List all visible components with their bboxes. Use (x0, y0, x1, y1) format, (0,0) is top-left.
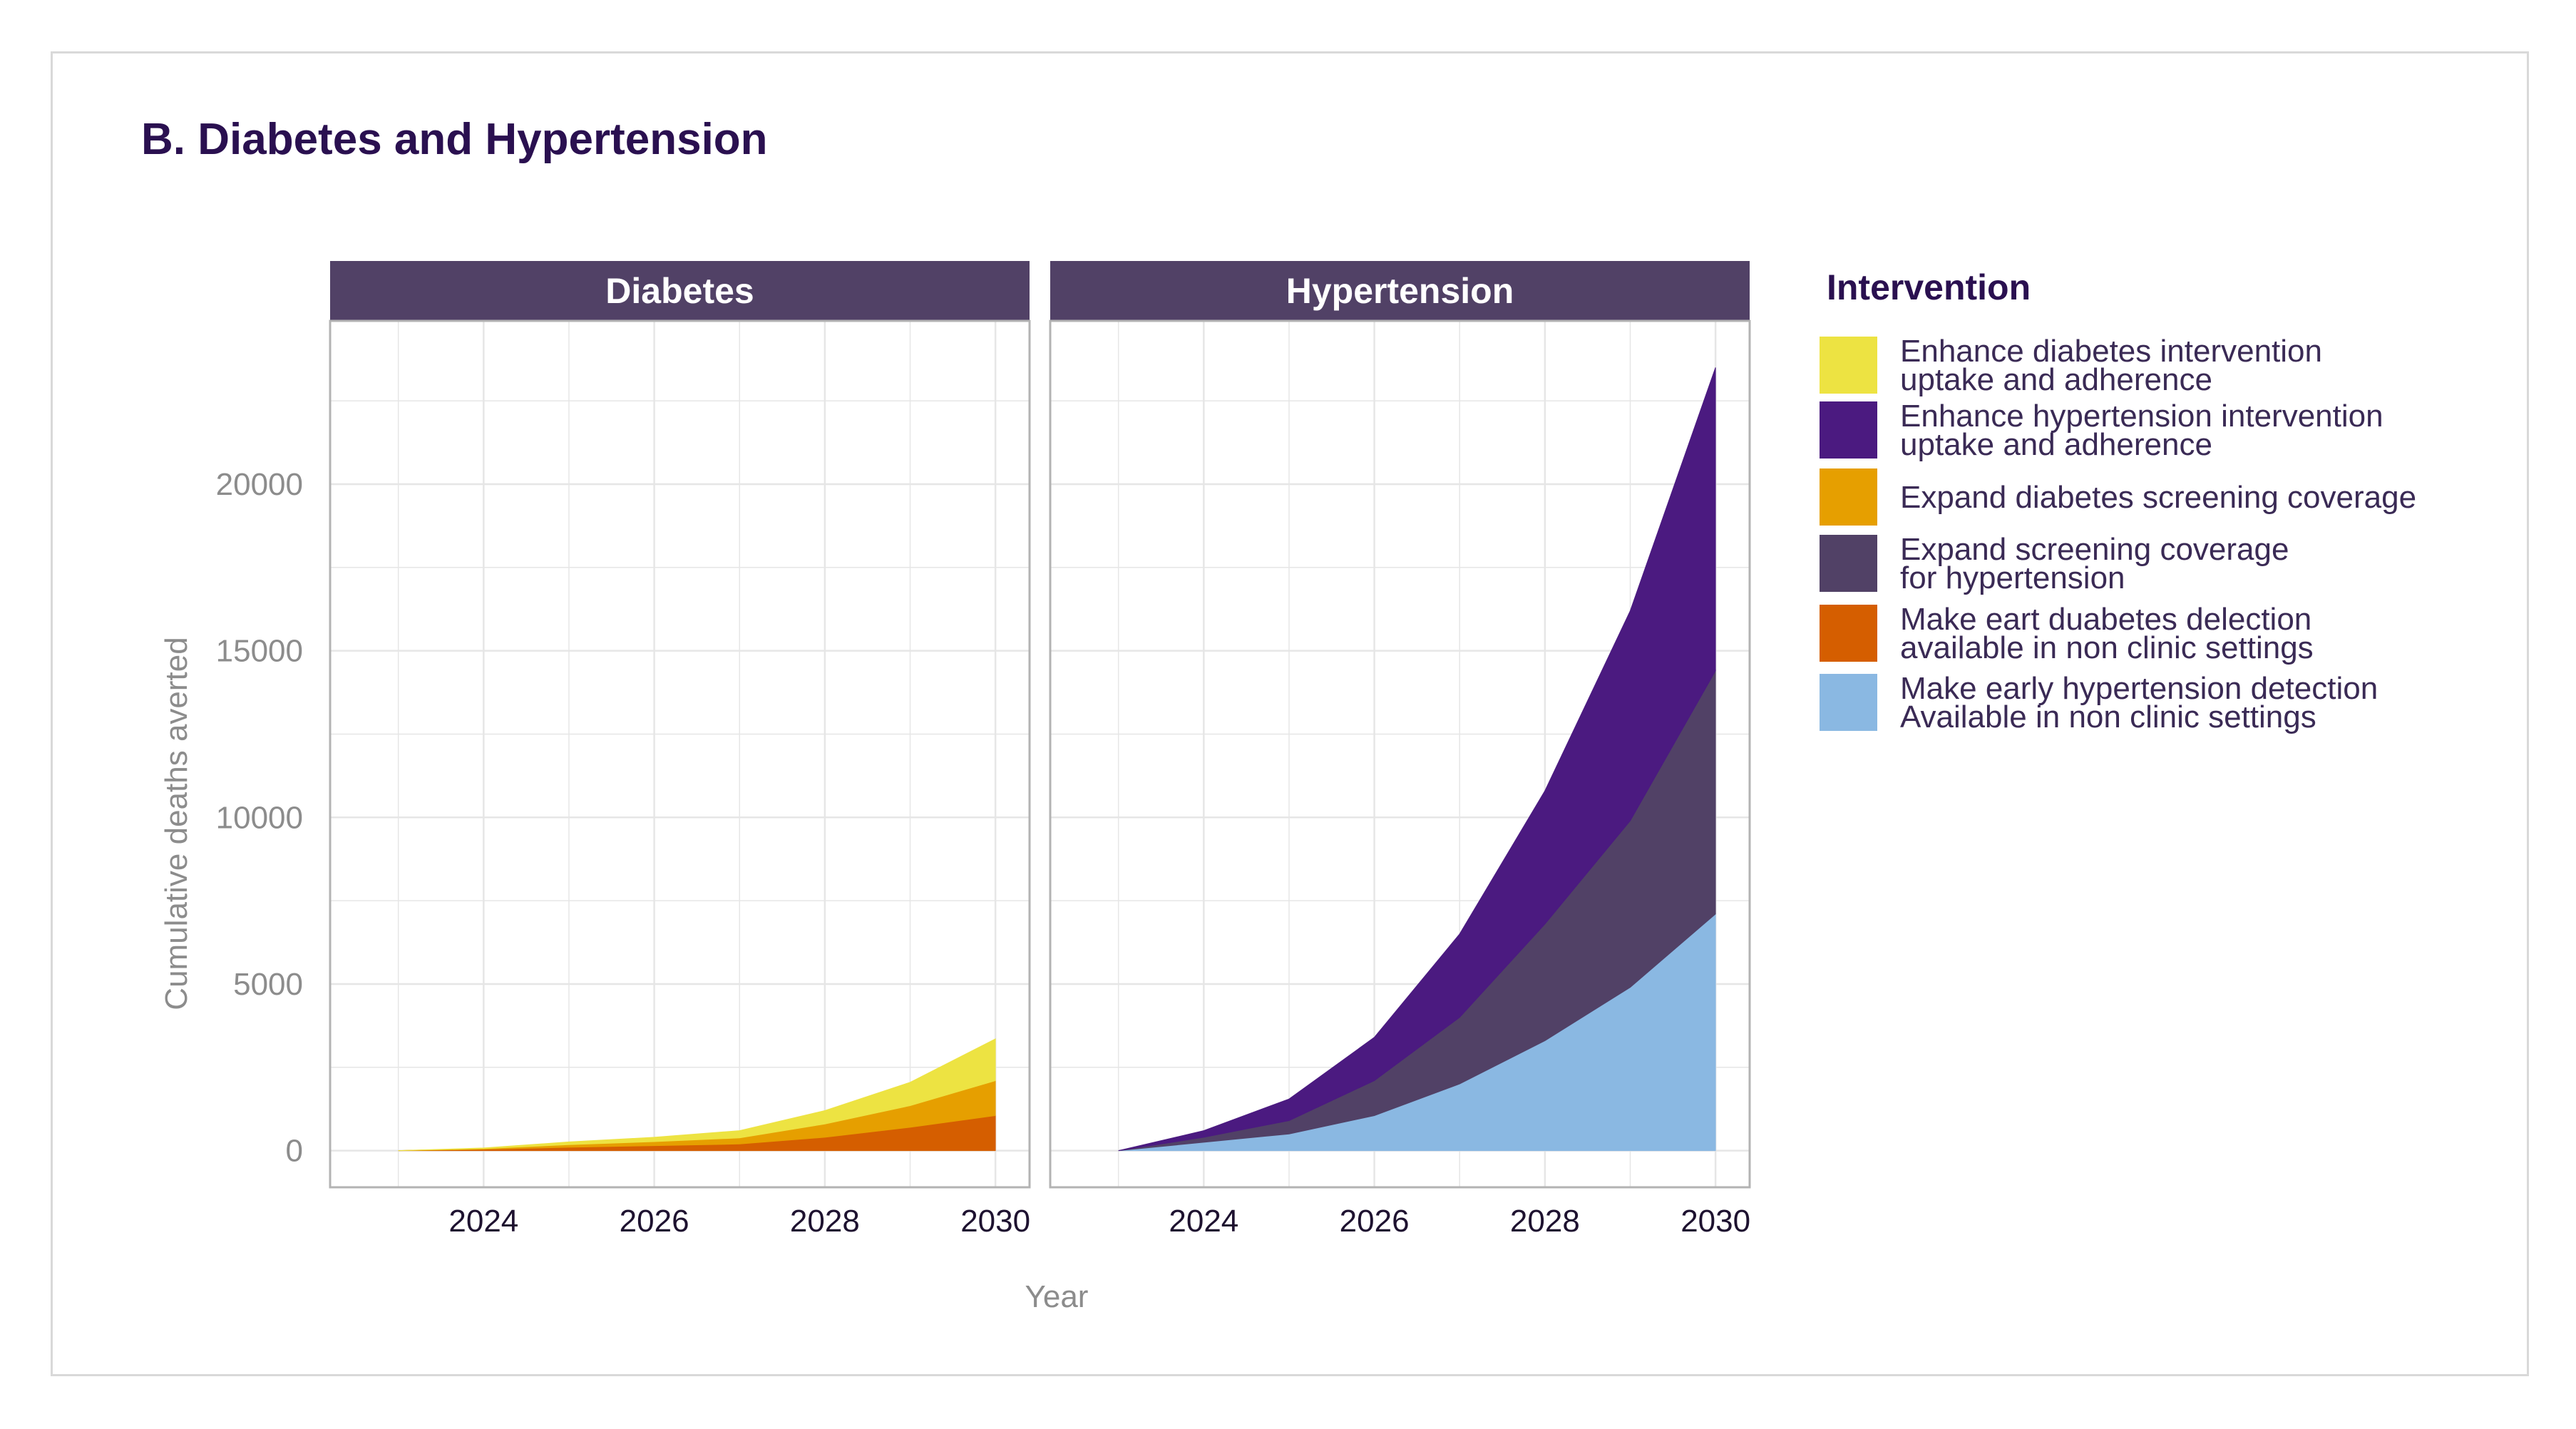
legend-item-htn_nonclinic: Make early hypertension detection Availab… (1820, 671, 2378, 734)
legend-swatch (1820, 468, 1877, 526)
legend-label: Make early hypertension detection Availab… (1900, 671, 2378, 734)
x-tick-label: 2024 (448, 1204, 518, 1239)
y-tick-label: 10000 (216, 800, 303, 835)
legend-swatch (1820, 674, 1877, 731)
legend-swatch (1820, 605, 1877, 662)
area-hypertension-htn_adherence (1118, 367, 1716, 1152)
x-tick-label: 2024 (1169, 1204, 1238, 1239)
panels-layer: Diabetes 2024 2026 2028 2030 Hypertension 2024… (216, 261, 1751, 1239)
panel-label-hypertension: Hypertension (1286, 271, 1514, 311)
gridlines-diabetes (330, 321, 1030, 1187)
legend-title: Intervention (1827, 267, 2031, 307)
panel-strip-diabetes (330, 261, 1030, 321)
legend-label: Make eart duabetes delection available in… (1900, 602, 2314, 665)
legend-item-dm_nonclinic: Make eart duabetes delection available in… (1820, 602, 2314, 665)
legend-swatch (1820, 401, 1877, 459)
legend: Intervention Enhance diabetes interventio… (1820, 267, 2416, 734)
legend-item-htn_adherence: Enhance hypertension intervention uptake … (1820, 399, 2383, 462)
panel-strip-hypertension (1050, 261, 1750, 321)
legend-swatch (1820, 535, 1877, 592)
legend-item-dm_adherence: Enhance diabetes intervention uptake and … (1820, 334, 2322, 397)
figure-title: B. Diabetes and Hypertension (141, 115, 768, 164)
legend-swatch (1820, 337, 1877, 394)
legend-label: Enhance hypertension intervention uptake … (1900, 399, 2383, 462)
x-tick-label: 2028 (790, 1204, 860, 1239)
x-tick-label: 2030 (1680, 1204, 1750, 1239)
x-tick-label: 2030 (960, 1204, 1030, 1239)
legend-label: Expand screening coverage for hypertensio… (1900, 532, 2289, 595)
panel-border-diabetes (329, 319, 1031, 1189)
y-axis-title: Cumulative deaths averted (159, 637, 194, 1010)
x-tick-label: 2026 (1340, 1204, 1410, 1239)
legend-item-htn_screening: Expand screening coverage for hypertensio… (1820, 532, 2289, 595)
x-tick-label: 2028 (1510, 1204, 1580, 1239)
panel-hypertension: Hypertension 2024 2026 2028 2030 (1049, 261, 1751, 1239)
legend-item-dm_screening: Expand diabetes screening coverage (1820, 468, 2416, 526)
y-tick-label: 20000 (216, 467, 303, 502)
panel-label-diabetes: Diabetes (605, 271, 754, 311)
panel-border-hypertension (1049, 319, 1751, 1189)
x-tick-label: 2026 (620, 1204, 689, 1239)
y-tick-label: 0 (286, 1134, 303, 1169)
legend-label: Expand diabetes screening coverage (1900, 480, 2416, 515)
area-diabetes-dm_adherence (398, 1038, 996, 1152)
y-tick-label: 15000 (216, 634, 303, 669)
y-tick-label: 5000 (233, 967, 303, 1002)
legend-label: Enhance diabetes intervention uptake and … (1900, 334, 2322, 397)
panel-diabetes: Diabetes 2024 2026 2028 2030 (329, 261, 1031, 1239)
x-axis-title: Year (1025, 1279, 1089, 1314)
y-tick-labels: 0 5000 10000 15000 20000 (216, 467, 303, 1169)
